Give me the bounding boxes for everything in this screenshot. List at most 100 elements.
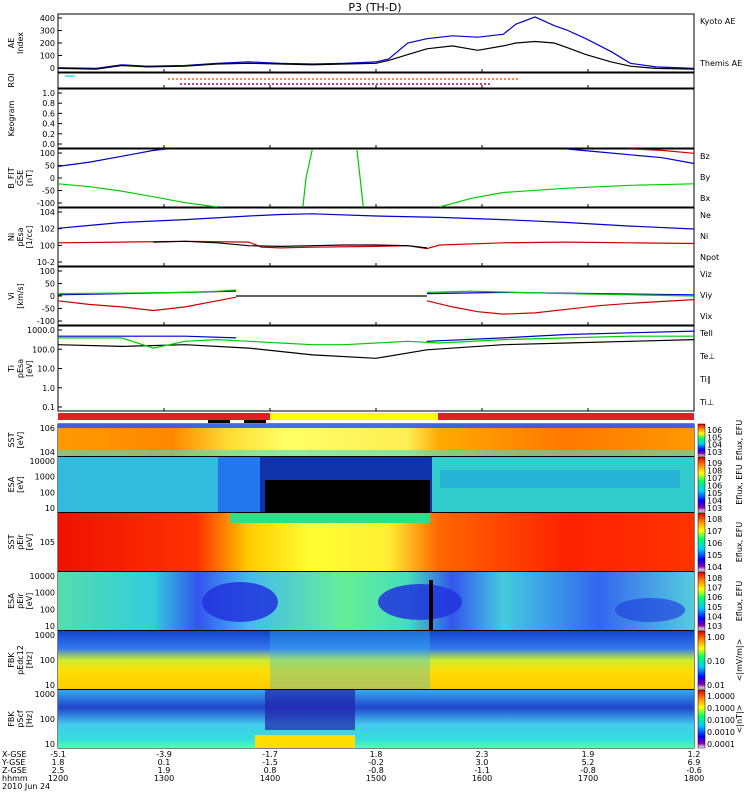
panel-ylabel: B_FIT	[7, 167, 16, 188]
x-axis-value: 1.9	[158, 766, 171, 775]
panel-ylabel: ESA	[7, 593, 16, 609]
panel-ylabel: pEir	[16, 533, 25, 549]
legend-entry: Ti∥	[699, 375, 711, 384]
legend-entry: Viz	[700, 270, 712, 279]
colorbar-label: <|nT|>	[735, 705, 744, 734]
roi-bars	[65, 75, 520, 85]
x-axis-value: 1.8	[52, 758, 65, 767]
series-line	[356, 148, 364, 208]
colorbar-gradient	[697, 630, 706, 690]
panel-ylabel: pEsa	[16, 227, 25, 246]
colorbar-tick: 108	[707, 574, 722, 583]
y-tick-label: 0.2	[42, 130, 55, 139]
y-tick-label: 106	[40, 424, 55, 433]
series-line	[58, 335, 694, 349]
colorbar-tick: 107	[707, 474, 722, 483]
legend-entry: Ni	[700, 232, 708, 241]
panel-ylabel: [eV]	[25, 360, 34, 377]
x-axis-value: 1200	[48, 774, 68, 783]
colorbar-tick: 103	[707, 448, 722, 457]
colorbar-tick: 108	[707, 467, 722, 476]
y-tick-label: 10000	[30, 572, 55, 581]
colorbar-label: Eflux, EFU	[735, 464, 744, 505]
y-tick-label: 10	[45, 740, 55, 749]
x-axis-date: 2010 Jun 24	[2, 782, 50, 791]
panel-ylabel: Index	[16, 32, 25, 54]
x-axis-row-label: Z-GSE	[2, 766, 27, 775]
x-axis-value: 0.1	[158, 758, 171, 767]
colorbar-tick: 106	[707, 593, 722, 602]
spectrogram-fbk-scf	[58, 690, 694, 748]
y-tick-label: 10000	[30, 457, 55, 466]
colorbar-tick: 108	[707, 515, 722, 524]
y-tick-label: -100	[37, 199, 55, 208]
colorbar-tick: 105	[707, 551, 722, 560]
panel-ylabel: [nT]	[25, 170, 34, 186]
colorbar-gradient	[697, 571, 706, 631]
colorbar-10: 108 107 106 105 104 Eflux, EFU	[697, 512, 744, 572]
panel-ylabel: pEir	[16, 592, 25, 608]
panel-ylabel: ESA	[7, 476, 16, 492]
legend-entry: Themis AE	[699, 59, 742, 68]
colorbar-tick: 107	[707, 584, 722, 593]
colorbar-tick: 103	[707, 622, 722, 631]
series-line	[426, 330, 695, 342]
y-tick-label: 1000	[35, 690, 55, 699]
panel-frame	[57, 148, 695, 208]
colorbar-tick: 0.10	[707, 657, 725, 666]
legend-entry: Bz	[700, 152, 710, 161]
colorbar-gradient	[697, 423, 706, 457]
x-axis-value: 1500	[366, 774, 386, 783]
y-tick-label: 1000	[35, 589, 55, 598]
panel-7: Ti pEsa [eV] 1000.0 100.0 10.0 1.0 0.1 Tell Te⊥ Ti…	[7, 325, 715, 412]
colorbar-tick: 0.1000	[707, 704, 735, 713]
x-axis-value: -1.1	[474, 766, 490, 775]
x-axis-value: -0.8	[368, 766, 384, 775]
series-line	[57, 16, 695, 70]
series-line	[630, 148, 695, 154]
colorbar-12: 1.00 0.10 0.01 <|mV/m|>	[697, 630, 744, 690]
y-tick-label: 0.0	[42, 140, 55, 149]
legend-entry: By	[700, 173, 710, 182]
colorbar-tick: 0.01	[707, 681, 725, 690]
x-axis-row-label: X-GSE	[2, 750, 27, 759]
legend-entry: Bx	[700, 194, 710, 203]
x-axis-value: 0.8	[264, 766, 277, 775]
panel-1: AE Index 400 300 200 100 0 Kyoto AE Themis AE	[7, 13, 742, 73]
y-tick-label: 0.1	[42, 403, 55, 412]
region-bar	[58, 413, 694, 423]
colorbar-tick: 106	[707, 539, 722, 548]
legend-entry: Ne	[700, 211, 711, 220]
y-tick-label: 10	[45, 504, 55, 513]
series-line	[153, 240, 427, 249]
y-tick-label: -50	[42, 305, 55, 314]
x-axis-value: 1600	[472, 774, 492, 783]
panel-ylabel: FBK	[7, 652, 16, 668]
y-tick-label: 100	[40, 605, 55, 614]
y-tick-label: 300	[40, 27, 55, 36]
y-tick-label: 105	[40, 538, 55, 547]
panel-ylabel: [km/s]	[16, 283, 25, 309]
series-line	[302, 148, 313, 208]
series-line	[57, 240, 695, 250]
panel-ylabel: [Hz]	[25, 652, 34, 668]
colorbar-tick: 0.0001	[707, 740, 735, 749]
panel-frame	[57, 88, 695, 149]
y-tick-label: 0.6	[42, 109, 55, 118]
panel-ylabel: SST	[7, 432, 16, 447]
y-tick-label: 104	[40, 208, 55, 217]
x-axis-value: 1.8	[370, 750, 383, 759]
panel-2: ROI	[7, 72, 695, 89]
y-tick-label: -100	[37, 317, 55, 326]
panel-ylabel: GSE	[16, 170, 25, 186]
y-tick-label: 10-2	[37, 258, 55, 267]
y-tick-label: 0.8	[42, 99, 55, 108]
y-tick-label: 0	[50, 174, 55, 183]
panel-3: Keogram 1.00.80.6 0.40.20.0	[7, 88, 695, 149]
x-axis-ephemeris: X-GSE -5.1 -3.9 -1.7 1.8 2.3 1.9 1.2 Y-GSE 1.8 0.1…	[1, 750, 704, 791]
y-tick-label: 200	[40, 39, 55, 48]
spectrogram-fbk-edc	[58, 631, 694, 689]
